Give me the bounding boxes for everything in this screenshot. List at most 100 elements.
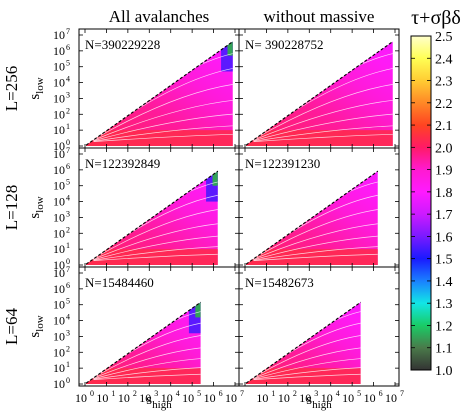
y-tick-exponent: 6 — [66, 43, 70, 52]
contour-line — [93, 367, 201, 380]
colorbar-tick-label: 2.4 — [435, 52, 453, 67]
x-tick-exponent: 2 — [293, 389, 297, 398]
x-tick-exponent: 2 — [133, 389, 137, 398]
y-tick-exponent: 4 — [66, 75, 70, 84]
x-tick-exponent: 7 — [400, 389, 404, 398]
x-tick-label: 10 — [118, 391, 130, 405]
colorbar-tick-label: 1.3 — [435, 297, 453, 312]
x-tick-label: 10 — [256, 391, 268, 405]
colorbar-label: τ+σβδ — [411, 7, 461, 29]
x-tick-label: 10 — [75, 391, 87, 405]
x-tick-exponent: 1 — [271, 389, 275, 398]
y-axis-label: slow — [27, 77, 46, 99]
colorbar-tick-label: 1.8 — [435, 186, 453, 201]
y-tick-exponent: 2 — [66, 225, 70, 234]
panel-heatmap — [246, 41, 393, 147]
panel-label: N=122392849 — [85, 156, 160, 171]
contour-line — [253, 209, 378, 259]
diagonal-line — [245, 170, 379, 265]
column-title-all: All avalanches — [109, 7, 210, 26]
y-tick-label: 10 — [53, 210, 65, 224]
x-axis-label: shigh — [306, 392, 332, 411]
contour-line — [253, 99, 393, 141]
contour-line — [253, 347, 361, 379]
panel-label: N=122391230 — [245, 156, 320, 171]
y-tick-exponent: 4 — [66, 313, 70, 322]
y-tick-label: 10 — [53, 147, 65, 161]
contour-line — [253, 223, 378, 260]
x-tick-label: 10 — [96, 391, 108, 405]
colorbar-tick-label: 2.3 — [435, 75, 453, 90]
y-tick-label: 10 — [53, 314, 65, 328]
x-tick-exponent: 0 — [90, 389, 94, 398]
y-tick-exponent: 1 — [66, 241, 70, 250]
contour-line — [93, 347, 201, 379]
contour-line — [253, 335, 361, 378]
panel-heatmap — [86, 171, 218, 265]
y-tick-exponent: 5 — [66, 59, 70, 68]
colorbar-gradient — [410, 35, 432, 371]
y-tick-exponent: 7 — [66, 265, 70, 274]
contour-line — [93, 84, 233, 140]
y-tick-exponent: 0 — [66, 257, 70, 266]
contour-line — [253, 113, 393, 142]
colorbar: 2.5 2.4 2.3 2.2 2.1 2.0 1.9 1.8 1.7 1.6 1.5 1.4 1.3 1… — [410, 30, 453, 379]
colorbar-tick-label: 1.4 — [435, 275, 453, 290]
y-tick-exponent: 6 — [66, 162, 70, 171]
diagonal-line — [85, 170, 219, 265]
row-label: L=256 — [2, 66, 21, 111]
contour-line — [253, 133, 393, 143]
contour-line — [93, 373, 201, 381]
y-tick-exponent: 5 — [66, 178, 70, 187]
contour-line — [93, 235, 218, 261]
y-tick-label: 10 — [53, 163, 65, 177]
y-tick-exponent: 0 — [66, 376, 70, 385]
row-label: L=128 — [2, 185, 21, 230]
colorbar-tick-label: 2.0 — [435, 141, 453, 156]
y-tick-exponent: 3 — [66, 209, 70, 218]
panel-3: N=122391230 — [238, 147, 400, 268]
x-tick-exponent: 6 — [379, 389, 383, 398]
y-tick-label: 10 — [53, 123, 65, 137]
x-tick-exponent: 5 — [357, 389, 361, 398]
x-tick-label: 10 — [342, 391, 354, 405]
contour-line — [253, 235, 378, 261]
y-tick-label: 10 — [53, 195, 65, 209]
colorbar-tick-label: 1.1 — [435, 342, 453, 357]
colorbar-tick-label: 1.9 — [435, 164, 453, 179]
contour-line — [93, 246, 218, 261]
panel-label: N=15482673 — [245, 275, 314, 290]
x-tick-label: 10 — [385, 391, 397, 405]
contour-line — [253, 246, 378, 261]
y-axis-label: slow — [27, 196, 46, 218]
colorbar-tick-label: 1.2 — [435, 319, 453, 334]
y-tick-label: 10 — [53, 226, 65, 240]
colorbar-tick-label: 1.7 — [435, 208, 453, 223]
y-tick-label: 10 — [53, 139, 65, 153]
contour-line — [93, 335, 201, 378]
contour-line — [253, 358, 361, 380]
y-tick-exponent: 2 — [66, 106, 70, 115]
x-tick-label: 10 — [299, 391, 311, 405]
y-tick-exponent: 2 — [66, 344, 70, 353]
x-tick-exponent: 4 — [336, 389, 340, 398]
panel-heatmap — [86, 41, 233, 147]
contour-line — [93, 253, 218, 262]
contour-line — [93, 99, 233, 141]
contour-line — [93, 125, 233, 142]
row-label: L=64 — [2, 308, 21, 345]
y-tick-exponent: 7 — [66, 27, 70, 36]
x-axis-label: shigh — [146, 392, 172, 411]
contour-line — [253, 373, 361, 381]
colorbar-tick-label: 2.2 — [435, 97, 453, 112]
contour-line — [93, 209, 218, 259]
contour-line — [253, 367, 361, 380]
y-tick-exponent: 7 — [66, 146, 70, 155]
x-tick-exponent: 5 — [197, 389, 201, 398]
contour-line — [253, 253, 378, 262]
panel-1: N= 390228752 — [238, 28, 400, 149]
y-tick-exponent: 3 — [66, 328, 70, 337]
